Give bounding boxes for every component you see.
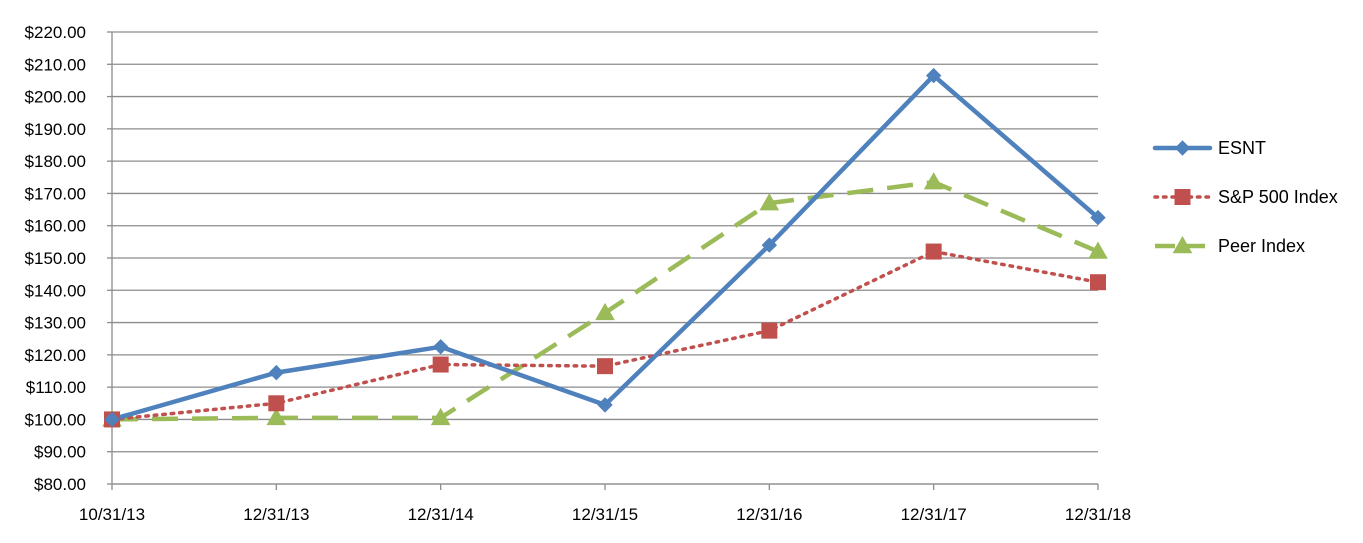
data-point-peer-index bbox=[266, 407, 287, 426]
data-point-peer-index bbox=[430, 407, 451, 426]
y-tick-label: $80.00 bbox=[34, 475, 86, 494]
x-tick-label: 12/31/13 bbox=[243, 505, 309, 524]
y-tick-label: $200.00 bbox=[25, 88, 86, 107]
y-tick-label: $190.00 bbox=[25, 120, 86, 139]
gridlines bbox=[112, 31, 1098, 485]
data-point-s-p-500-index bbox=[597, 358, 613, 375]
y-tick-label: $160.00 bbox=[25, 217, 86, 236]
data-point-esnt bbox=[925, 67, 942, 84]
x-tick-label: 12/31/18 bbox=[1065, 505, 1131, 524]
legend-label-peer-index: Peer Index bbox=[1218, 236, 1305, 256]
y-tick-label: $90.00 bbox=[34, 443, 86, 462]
y-tick-label: $170.00 bbox=[25, 184, 86, 203]
data-point-peer-index bbox=[1088, 241, 1108, 259]
data-point-peer-index bbox=[759, 193, 780, 211]
data-point-peer-index bbox=[595, 302, 615, 321]
legend: ESNT S&P 500 Index Peer Index bbox=[1152, 138, 1338, 256]
legend-marker-s-p-500-index bbox=[1174, 189, 1191, 205]
data-point-esnt bbox=[1090, 209, 1106, 226]
legend-marker-esnt bbox=[1174, 140, 1191, 156]
x-tick-label: 10/31/13 bbox=[79, 505, 145, 524]
y-tick-label: $150.00 bbox=[25, 249, 86, 268]
x-tick-label: 12/31/16 bbox=[736, 505, 802, 524]
series-line-s-p-500-index bbox=[110, 249, 1100, 422]
y-tick-label: $110.00 bbox=[26, 378, 86, 397]
data-point-s-p-500-index bbox=[432, 356, 449, 373]
data-point-esnt bbox=[597, 397, 613, 413]
y-tick-label: $210.00 bbox=[25, 55, 86, 74]
y-tick-label: $180.00 bbox=[25, 152, 86, 171]
data-point-esnt bbox=[268, 364, 285, 381]
data-point-s-p-500-index bbox=[268, 395, 285, 412]
legend-label-esnt: ESNT bbox=[1218, 138, 1266, 158]
data-point-s-p-500-index bbox=[1090, 274, 1106, 291]
data-point-s-p-500-index bbox=[761, 322, 778, 339]
data-point-esnt bbox=[432, 339, 449, 355]
y-tick-label: $130.00 bbox=[25, 314, 86, 333]
x-tick-label: 12/31/15 bbox=[572, 505, 638, 524]
axes bbox=[107, 31, 1099, 490]
y-axis-tick-labels: $80.00 $90.00 $100.00 $110.00 $120.00 $130.00… bbox=[25, 23, 86, 494]
series-markers bbox=[102, 67, 1108, 428]
y-tick-label: $120.00 bbox=[25, 346, 86, 365]
y-tick-label: $100.00 bbox=[25, 410, 86, 429]
y-tick-label: $140.00 bbox=[25, 281, 86, 300]
legend-label-s-p-500-index: S&P 500 Index bbox=[1218, 187, 1338, 207]
x-tick-label: 12/31/14 bbox=[408, 505, 474, 524]
data-point-esnt bbox=[761, 237, 778, 253]
y-tick-label: $220.00 bbox=[25, 23, 86, 42]
x-tick-label: 12/31/17 bbox=[901, 505, 967, 524]
x-axis-tick-labels: 10/31/13 12/31/13 12/31/14 12/31/15 12/31/16… bbox=[79, 505, 1131, 524]
data-point-s-p-500-index bbox=[925, 243, 942, 260]
series-line-peer-index bbox=[111, 179, 1099, 422]
data-point-peer-index bbox=[923, 172, 944, 190]
data-point-esnt bbox=[104, 411, 120, 428]
legend-marker-peer-index bbox=[1172, 235, 1193, 254]
